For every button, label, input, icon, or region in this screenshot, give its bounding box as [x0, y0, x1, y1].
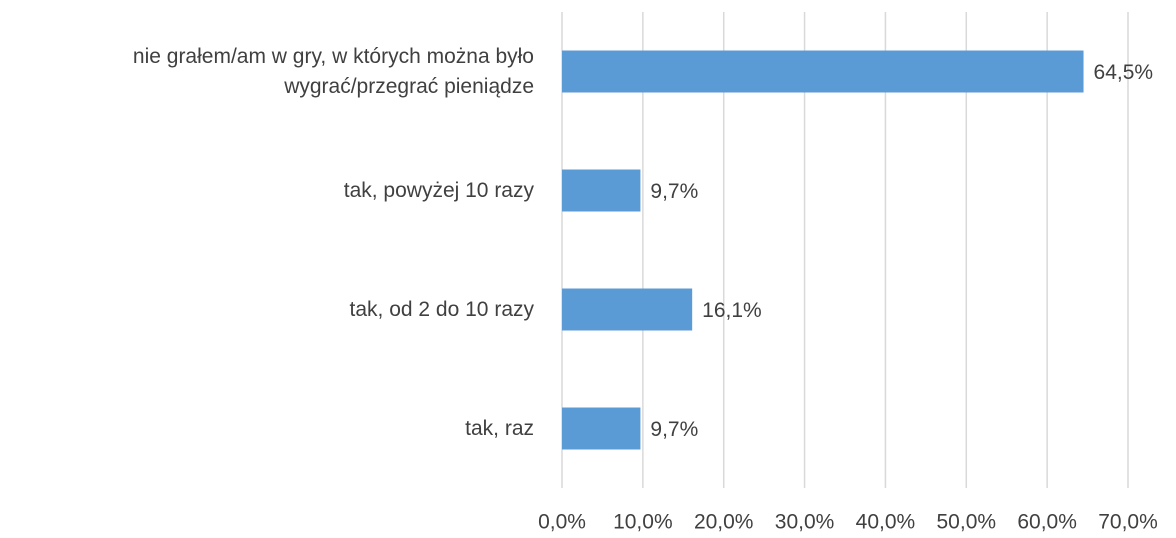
- value-label: 9,7%: [650, 418, 698, 441]
- x-tick-label: 20,0%: [694, 511, 754, 534]
- x-tick-label: 0,0%: [538, 511, 586, 534]
- value-label: 16,1%: [702, 299, 762, 322]
- y-tick-label: nie grałem/am w gry, w których można był…: [132, 44, 534, 98]
- x-tick-label: 30,0%: [775, 511, 835, 534]
- y-tick-label: tak, raz: [465, 416, 534, 440]
- y-tick-label: tak, od 2 do 10 razy: [349, 297, 534, 321]
- value-label: 64,5%: [1094, 61, 1154, 84]
- x-tick-label: 60,0%: [1017, 511, 1077, 534]
- y-tick-label: tak, powyżej 10 razy: [343, 178, 534, 202]
- value-label: 9,7%: [650, 180, 698, 203]
- x-tick-label: 40,0%: [856, 511, 916, 534]
- x-tick-label: 10,0%: [613, 511, 673, 534]
- bar: [562, 288, 693, 331]
- x-tick-label: 70,0%: [1098, 511, 1158, 534]
- bar: [562, 169, 641, 212]
- bar: [562, 407, 641, 450]
- bar: [562, 50, 1084, 93]
- x-tick-label: 50,0%: [937, 511, 997, 534]
